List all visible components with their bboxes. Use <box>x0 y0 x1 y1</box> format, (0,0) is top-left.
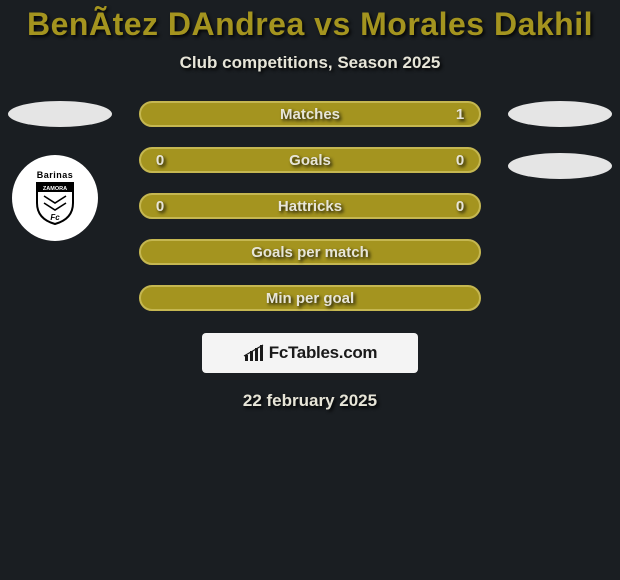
bar-chart-icon <box>243 344 265 362</box>
content-area: Barinas ZAMORA Fc Matches 1 0 Goals 0 <box>0 101 620 411</box>
player-left-oval <box>8 101 112 127</box>
stat-label: Hattricks <box>141 198 479 215</box>
subtitle: Club competitions, Season 2025 <box>0 53 620 73</box>
stat-row-min-per-goal: Min per goal <box>139 285 481 311</box>
stat-right-value: 0 <box>453 152 467 169</box>
player-right-oval <box>508 101 612 127</box>
page-title: BenÃ­tez DAndrea vs Morales Dakhil <box>0 0 620 43</box>
badge-bottom-text: Fc <box>50 213 60 222</box>
badge-inner: Barinas ZAMORA Fc <box>34 171 76 225</box>
source-logo: FcTables.com <box>202 333 418 373</box>
badge-mid-text: ZAMORA <box>43 186 67 192</box>
date-text: 22 february 2025 <box>0 391 620 411</box>
stat-row-matches: Matches 1 <box>139 101 481 127</box>
stat-rows: Matches 1 0 Goals 0 0 Hattricks 0 Goals … <box>139 101 481 311</box>
stat-left-value: 0 <box>153 152 167 169</box>
stat-row-goals-per-match: Goals per match <box>139 239 481 265</box>
stat-label: Min per goal <box>141 290 479 307</box>
stat-row-goals: 0 Goals 0 <box>139 147 481 173</box>
stat-label: Goals <box>141 152 479 169</box>
shield-icon: ZAMORA Fc <box>34 181 76 225</box>
stat-right-value: 1 <box>453 106 467 123</box>
badge-top-text: Barinas <box>34 171 76 180</box>
stats-card: BenÃ­tez DAndrea vs Morales Dakhil Club … <box>0 0 620 580</box>
club-right-oval <box>508 153 612 179</box>
stat-right-value: 0 <box>453 198 467 215</box>
stat-row-hattricks: 0 Hattricks 0 <box>139 193 481 219</box>
stat-label: Matches <box>141 106 479 123</box>
club-left-badge: Barinas ZAMORA Fc <box>12 155 98 241</box>
stat-label: Goals per match <box>141 244 479 261</box>
stat-left-value: 0 <box>153 198 167 215</box>
logo-text: FcTables.com <box>269 343 378 363</box>
